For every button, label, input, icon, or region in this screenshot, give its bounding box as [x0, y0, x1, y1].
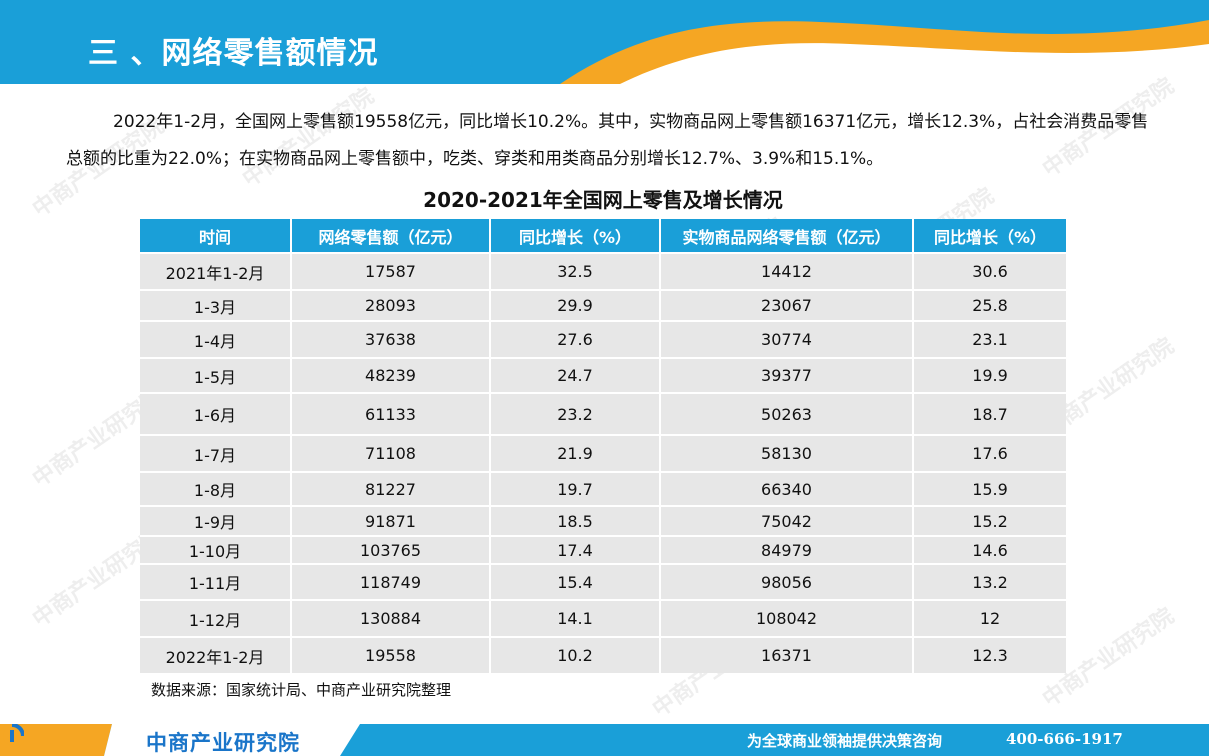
- column-header-physical-yoy-growth: 同比增长（%）: [913, 219, 1066, 253]
- cell-yoy-growth: 14.1: [490, 599, 661, 637]
- cell-physical-goods: 50263: [660, 392, 914, 435]
- cell-online-retail: 17587: [291, 252, 491, 290]
- table-row: 1-3月 28093 29.9 23067 25.8: [140, 289, 1066, 321]
- cell-period: 1-6月: [140, 392, 292, 435]
- footer-background: [0, 724, 1209, 756]
- cell-period: 1-9月: [140, 505, 292, 536]
- column-header-physical-goods: 实物商品网络零售额（亿元）: [660, 219, 914, 253]
- cell-physical-yoy-growth: 30.6: [913, 252, 1066, 290]
- cell-period: 1-11月: [140, 563, 292, 600]
- table-row: 1-4月 37638 27.6 30774 23.1: [140, 320, 1066, 358]
- cell-physical-yoy-growth: 13.2: [913, 563, 1066, 600]
- cell-online-retail: 103765: [291, 535, 491, 564]
- data-source-note: 数据来源：国家统计局、中商产业研究院整理: [151, 681, 452, 699]
- cell-online-retail: 37638: [291, 320, 491, 358]
- cell-physical-yoy-growth: 23.1: [913, 320, 1066, 358]
- header-background: [0, 0, 1209, 84]
- cell-online-retail: 19558: [291, 636, 491, 673]
- cell-physical-yoy-growth: 12: [913, 599, 1066, 637]
- cell-physical-goods: 108042: [660, 599, 914, 637]
- cell-physical-goods: 39377: [660, 357, 914, 393]
- cell-yoy-growth: 24.7: [490, 357, 661, 393]
- table-row: 1-11月 118749 15.4 98056 13.2: [140, 563, 1066, 600]
- cell-physical-yoy-growth: 18.7: [913, 392, 1066, 435]
- cell-physical-goods: 66340: [660, 471, 914, 506]
- cell-physical-yoy-growth: 17.6: [913, 434, 1066, 472]
- table-header-row: 时间 网络零售额（亿元） 同比增长（%） 实物商品网络零售额（亿元） 同比增长（…: [140, 219, 1066, 253]
- cell-physical-yoy-growth: 12.3: [913, 636, 1066, 673]
- cell-yoy-growth: 27.6: [490, 320, 661, 358]
- cell-yoy-growth: 18.5: [490, 505, 661, 536]
- cell-period: 2022年1-2月: [140, 636, 292, 673]
- retail-data-table: 时间 网络零售额（亿元） 同比增长（%） 实物商品网络零售额（亿元） 同比增长（…: [140, 219, 1066, 673]
- cell-period: 1-8月: [140, 471, 292, 506]
- cell-online-retail: 28093: [291, 289, 491, 321]
- cell-physical-goods: 98056: [660, 563, 914, 600]
- cell-period: 1-4月: [140, 320, 292, 358]
- table-row: 1-5月 48239 24.7 39377 19.9: [140, 357, 1066, 393]
- cell-online-retail: 130884: [291, 599, 491, 637]
- cell-physical-yoy-growth: 14.6: [913, 535, 1066, 564]
- cell-online-retail: 91871: [291, 505, 491, 536]
- cell-period: 1-3月: [140, 289, 292, 321]
- cell-physical-goods: 75042: [660, 505, 914, 536]
- table-row: 1-9月 91871 18.5 75042 15.2: [140, 505, 1066, 536]
- column-header-time: 时间: [140, 219, 292, 253]
- cell-physical-yoy-growth: 15.9: [913, 471, 1066, 506]
- cell-yoy-growth: 29.9: [490, 289, 661, 321]
- cell-physical-yoy-growth: 19.9: [913, 357, 1066, 393]
- page-title: 三 、网络零售额情况: [88, 36, 379, 71]
- column-header-online-retail: 网络零售额（亿元）: [291, 219, 491, 253]
- cell-online-retail: 61133: [291, 392, 491, 435]
- cell-physical-yoy-growth: 15.2: [913, 505, 1066, 536]
- cell-physical-goods: 16371: [660, 636, 914, 673]
- cell-period: 1-12月: [140, 599, 292, 637]
- table-row: 2022年1-2月 19558 10.2 16371 12.3: [140, 636, 1066, 673]
- cell-physical-goods: 23067: [660, 289, 914, 321]
- cell-yoy-growth: 19.7: [490, 471, 661, 506]
- cell-period: 2021年1-2月: [140, 252, 292, 290]
- table-row: 1-7月 71108 21.9 58130 17.6: [140, 434, 1066, 472]
- cell-online-retail: 48239: [291, 357, 491, 393]
- column-header-yoy-growth: 同比增长（%）: [490, 219, 661, 253]
- cell-physical-goods: 58130: [660, 434, 914, 472]
- footer-bar: 中商产业研究院 为全球商业领袖提供决策咨询 400-666-1917: [0, 724, 1209, 756]
- cell-yoy-growth: 23.2: [490, 392, 661, 435]
- cell-online-retail: 71108: [291, 434, 491, 472]
- cell-yoy-growth: 32.5: [490, 252, 661, 290]
- cell-yoy-growth: 21.9: [490, 434, 661, 472]
- table-row: 1-12月 130884 14.1 108042 12: [140, 599, 1066, 637]
- table-title: 2020-2021年全国网上零售及增长情况: [423, 188, 783, 212]
- logo-icon: [0, 724, 24, 748]
- cell-physical-goods: 30774: [660, 320, 914, 358]
- cell-online-retail: 81227: [291, 471, 491, 506]
- table-row: 1-10月 103765 17.4 84979 14.6: [140, 535, 1066, 564]
- cell-yoy-growth: 15.4: [490, 563, 661, 600]
- cell-period: 1-7月: [140, 434, 292, 472]
- table-row: 2021年1-2月 17587 32.5 14412 30.6: [140, 252, 1066, 290]
- header-banner: 三 、网络零售额情况: [0, 0, 1209, 84]
- table-row: 1-8月 81227 19.7 66340 15.9: [140, 471, 1066, 506]
- cell-yoy-growth: 10.2: [490, 636, 661, 673]
- intro-paragraph: 2022年1-2月，全国网上零售额19558亿元，同比增长10.2%。其中，实物…: [66, 112, 1149, 169]
- cell-period: 1-10月: [140, 535, 292, 564]
- footer-slogan: 为全球商业领袖提供决策咨询: [747, 732, 943, 750]
- cell-period: 1-5月: [140, 357, 292, 393]
- company-logo-text: 中商产业研究院: [146, 731, 300, 755]
- cell-physical-goods: 14412: [660, 252, 914, 290]
- footer-phone: 400-666-1917: [1006, 730, 1123, 748]
- cell-online-retail: 118749: [291, 563, 491, 600]
- cell-physical-yoy-growth: 25.8: [913, 289, 1066, 321]
- table-row: 1-6月 61133 23.2 50263 18.7: [140, 392, 1066, 435]
- cell-physical-goods: 84979: [660, 535, 914, 564]
- cell-yoy-growth: 17.4: [490, 535, 661, 564]
